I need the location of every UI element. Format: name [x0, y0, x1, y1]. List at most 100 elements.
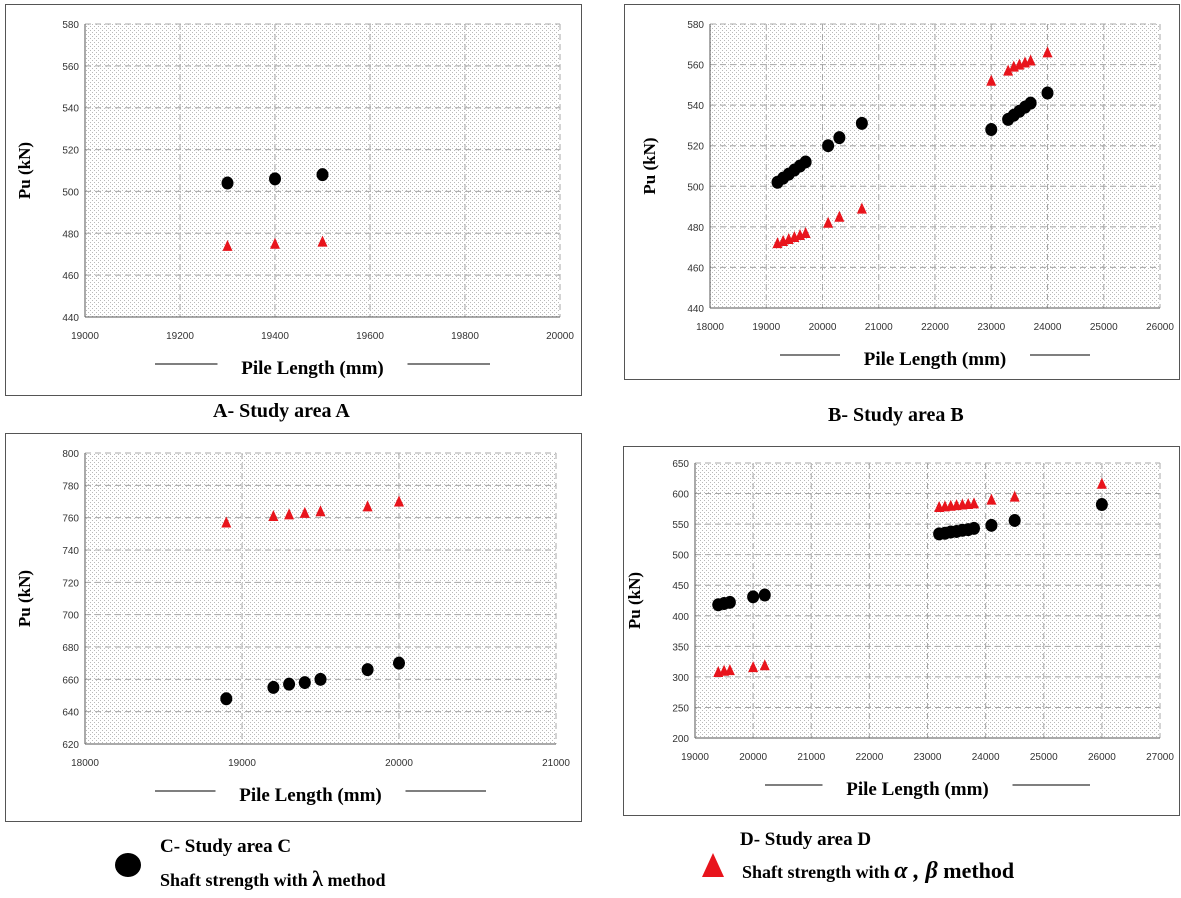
x-tick-label: 20000 [809, 322, 837, 333]
legend-lambda-prefix: Shaft strength with [160, 870, 313, 890]
chart-study-area-d: 19000 20000 21000 22000 23000 24000 25000 26000… [625, 459, 1174, 800]
x-tick-label: 18000 [696, 322, 724, 333]
data-point-triangle [1042, 46, 1053, 58]
x-tick-label: 21000 [797, 752, 825, 763]
y-axis-label: Pu (kN) [15, 142, 34, 199]
legend-alpha-beta-label: Shaft strength with α , β method [742, 858, 1014, 885]
data-point-circle [723, 595, 736, 609]
plot-area [85, 453, 556, 744]
data-point-circle [833, 131, 846, 145]
x-tick-label: 19000 [228, 758, 256, 769]
legend-lambda-symbol: λ [312, 866, 323, 891]
x-tick-label: 26000 [1146, 322, 1174, 333]
legend-alpha-beta-symbol: α , β [894, 858, 938, 884]
legend-lambda-suffix: method [323, 870, 386, 890]
data-point-circle [283, 677, 296, 691]
legend-alpha-beta-suffix: method [937, 858, 1015, 883]
data-point-triangle [1025, 54, 1036, 66]
x-tick-label: 24000 [972, 752, 1000, 763]
legend-circle-marker [115, 853, 141, 877]
y-tick-label: 580 [62, 20, 79, 31]
data-point-triangle [834, 210, 845, 222]
data-point-triangle [748, 661, 759, 673]
x-axis-label: Pile Length (mm) [239, 785, 381, 806]
data-point-triangle [317, 235, 328, 247]
y-tick-label: 300 [672, 673, 689, 684]
chart-study-area-a: 19000 19200 19400 19600 19800 20000 440 460 480 5… [15, 20, 574, 379]
x-tick-label: 19600 [356, 331, 384, 342]
x-tick-label: 20000 [546, 331, 574, 342]
y-tick-label: 580 [687, 20, 704, 31]
y-tick-label: 440 [687, 304, 704, 315]
y-tick-label: 760 [62, 514, 79, 525]
y-tick-label: 200 [672, 734, 689, 745]
y-tick-label: 800 [62, 449, 79, 460]
data-point-circle [1041, 86, 1054, 100]
data-point-circle [1024, 96, 1037, 110]
y-axis-label: Pu (kN) [640, 137, 659, 194]
x-tick-label: 24000 [1034, 322, 1062, 333]
data-point-triangle [823, 216, 834, 228]
y-tick-label: 500 [62, 187, 79, 198]
x-tick-label: 26000 [1088, 752, 1116, 763]
caption-study-area-d: D- Study area D [740, 829, 872, 850]
y-tick-label: 520 [687, 142, 704, 153]
y-axis-label: Pu (kN) [15, 570, 34, 627]
data-point-triangle [394, 495, 404, 507]
y-axis-label: Pu (kN) [625, 572, 644, 629]
data-point-triangle [221, 516, 232, 528]
data-point-triangle [759, 659, 770, 671]
x-tick-label: 19000 [71, 331, 99, 342]
caption-study-area-b: B- Study area B [828, 404, 964, 426]
data-point-triangle [268, 510, 279, 522]
data-point-circle [316, 168, 329, 182]
y-tick-label: 460 [687, 263, 704, 274]
y-tick-label: 780 [62, 481, 79, 492]
data-point-circle [267, 680, 280, 694]
x-tick-label: 22000 [921, 322, 949, 333]
x-tick-label: 20000 [739, 752, 767, 763]
data-point-circle [985, 518, 998, 532]
y-tick-label: 680 [62, 643, 79, 654]
y-tick-label: 400 [672, 612, 689, 623]
data-point-circle [269, 172, 281, 186]
x-tick-label: 18000 [71, 758, 99, 769]
data-point-triangle [222, 239, 233, 251]
legend-lambda-label: Shaft strength with λ method [160, 866, 386, 892]
data-point-circle [298, 676, 311, 690]
y-tick-label: 500 [672, 551, 689, 562]
y-tick-label: 540 [62, 104, 79, 115]
x-tick-label: 27000 [1146, 752, 1174, 763]
data-point-triangle [1003, 64, 1014, 76]
y-tick-label: 720 [62, 578, 79, 589]
data-point-triangle [986, 74, 997, 86]
y-tick-label: 440 [62, 313, 79, 324]
chart-study-area-c: 18000 19000 20000 21000 620 640 660 680 700 720 74… [15, 449, 570, 806]
data-point-circle [758, 588, 771, 602]
y-tick-label: 620 [62, 740, 79, 751]
data-point-triangle [1009, 490, 1020, 502]
x-tick-label: 19000 [752, 322, 780, 333]
x-tick-label: 20000 [385, 758, 413, 769]
caption-study-area-a: A- Study area A [213, 400, 350, 422]
x-tick-label: 19400 [261, 331, 289, 342]
data-point-circle [220, 692, 233, 706]
x-tick-label: 19200 [166, 331, 194, 342]
data-point-triangle [1096, 477, 1107, 489]
data-point-circle [393, 656, 405, 670]
x-tick-label: 25000 [1030, 752, 1058, 763]
y-tick-label: 650 [672, 459, 689, 470]
y-tick-label: 660 [62, 675, 79, 686]
y-tick-label: 250 [672, 703, 689, 714]
data-point-triangle [299, 506, 310, 518]
x-axis-label: Pile Length (mm) [846, 779, 988, 800]
data-point-circle [968, 521, 980, 535]
data-point-triangle [315, 505, 326, 517]
data-point-triangle [986, 493, 997, 505]
x-tick-label: 23000 [914, 752, 942, 763]
data-point-circle [799, 155, 812, 169]
y-tick-label: 450 [672, 581, 689, 592]
data-point-triangle [362, 500, 373, 512]
y-tick-label: 600 [672, 490, 689, 501]
data-point-triangle [969, 497, 979, 509]
